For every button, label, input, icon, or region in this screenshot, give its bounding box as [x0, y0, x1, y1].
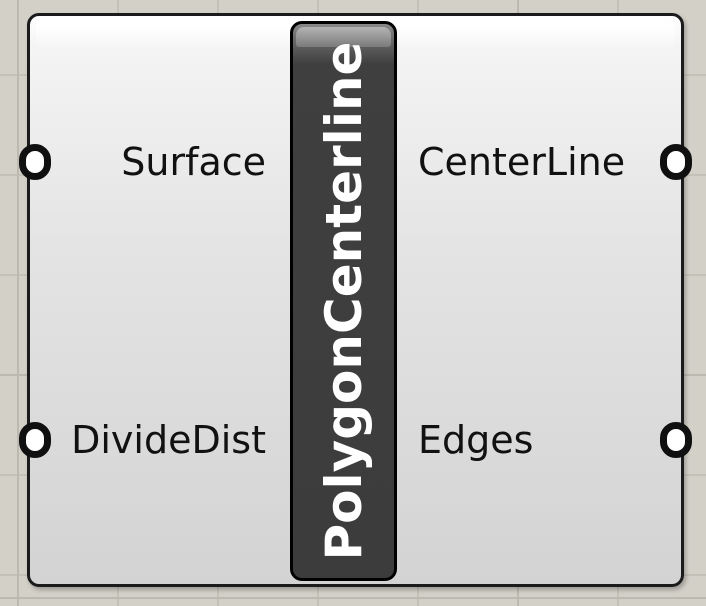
canvas-grid-line: [0, 597, 706, 599]
output-param-edges[interactable]: Edges: [418, 418, 534, 462]
output-param-centerline[interactable]: CenterLine: [418, 140, 626, 184]
input-param-dividedist[interactable]: DivideDist: [71, 418, 266, 462]
output-grip-centerline[interactable]: [660, 144, 692, 180]
input-grip-surface[interactable]: [19, 144, 51, 180]
output-grip-edges[interactable]: [660, 422, 692, 458]
component-name-bar[interactable]: PolygonCenterline: [290, 21, 397, 581]
canvas-grid-line: [17, 0, 19, 606]
component-name: PolygonCenterline: [314, 41, 373, 561]
input-param-surface[interactable]: Surface: [121, 140, 266, 184]
input-grip-dividedist[interactable]: [19, 422, 51, 458]
